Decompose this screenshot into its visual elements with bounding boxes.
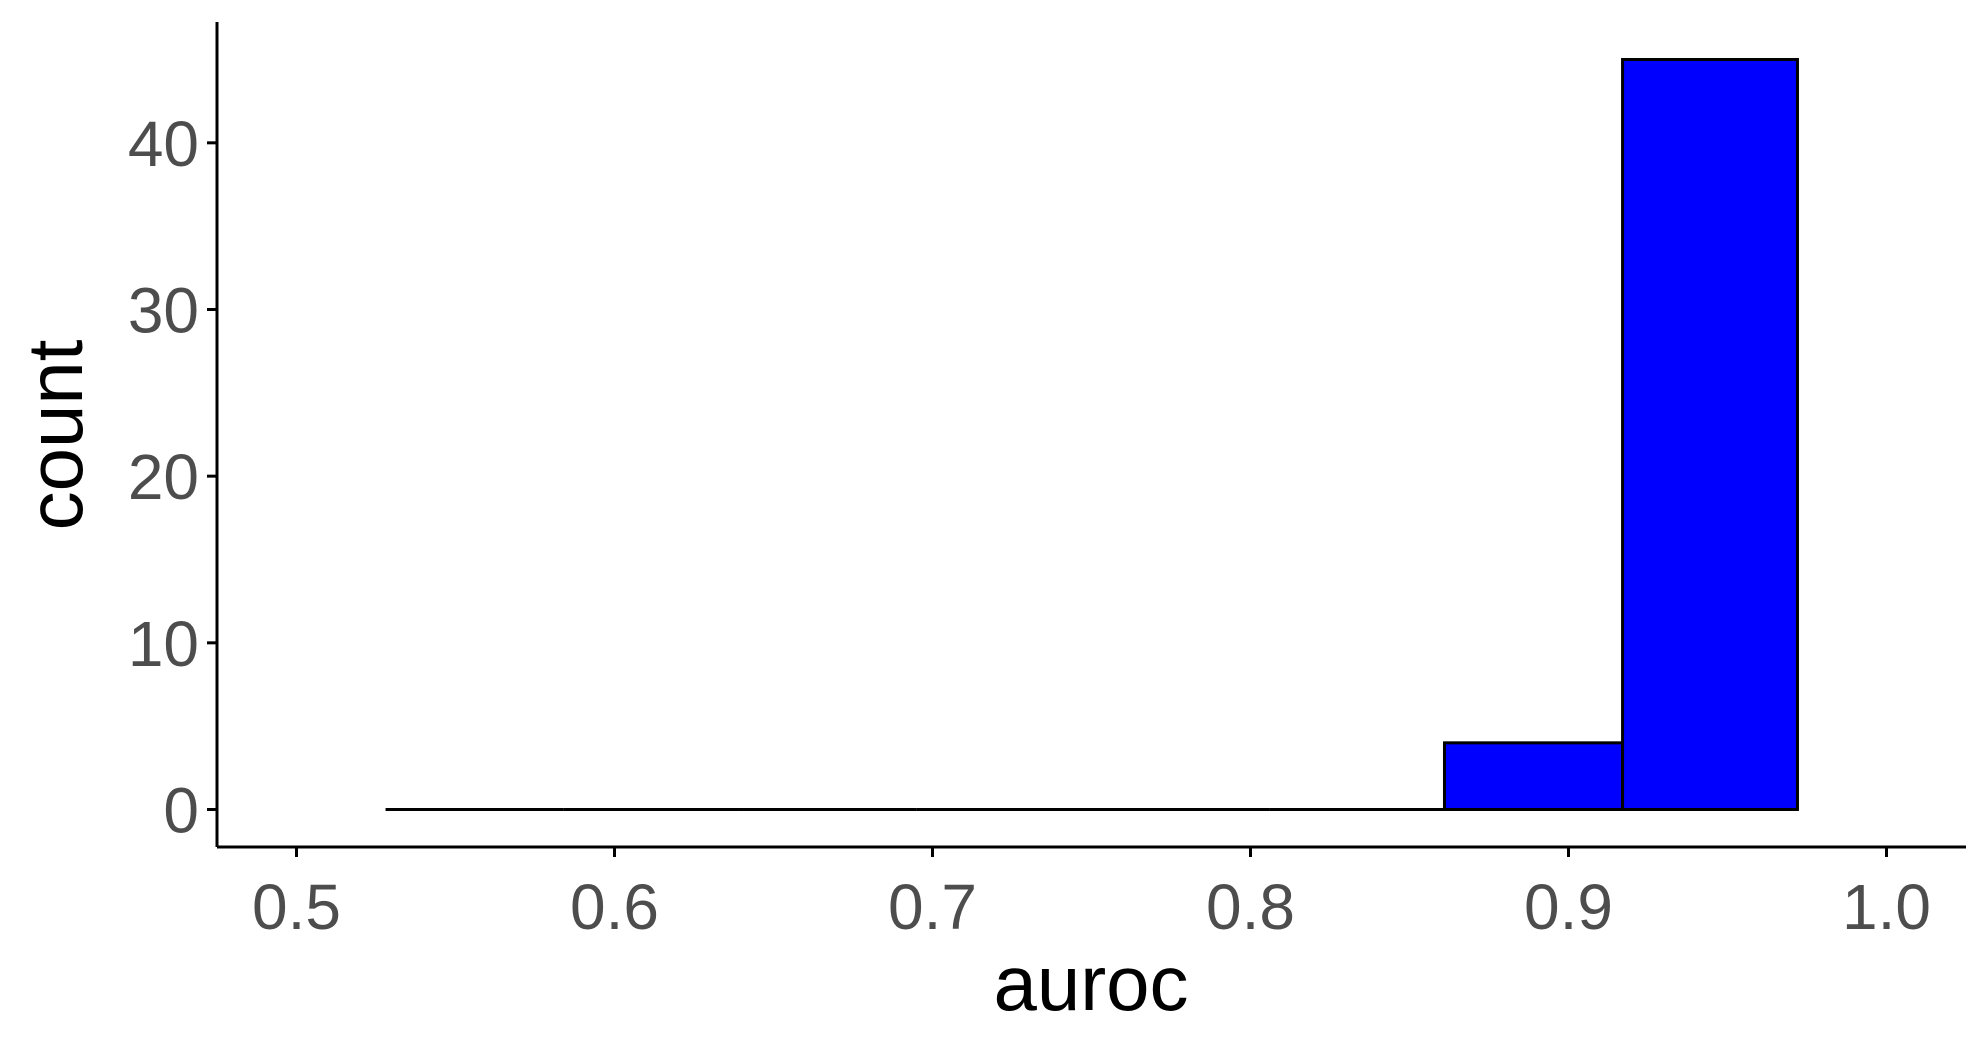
y-tick-label: 30 [128,275,199,347]
y-tick-label: 20 [128,441,199,513]
histogram-bar-7 [1621,58,1799,811]
bars-layer [385,58,1799,811]
x-tick-label: 1.0 [1842,871,1931,943]
histogram-bar-6 [1442,741,1625,811]
x-axis-title: auroc [993,939,1188,1027]
x-tick-label: 0.9 [1524,871,1613,943]
y-tick-label: 0 [163,775,199,847]
y-axis-title: count [11,339,99,530]
x-tick-label: 0.8 [1206,871,1295,943]
y-axis-ticks: 0 10 20 30 40 [128,108,217,847]
x-tick-label: 0.5 [252,871,341,943]
y-tick-label: 40 [128,108,199,180]
y-tick-label: 10 [128,608,199,680]
x-axis-ticks: 0.5 0.6 0.7 0.8 0.9 1.0 [252,847,1931,943]
x-tick-label: 0.7 [888,871,977,943]
x-tick-label: 0.6 [570,871,659,943]
